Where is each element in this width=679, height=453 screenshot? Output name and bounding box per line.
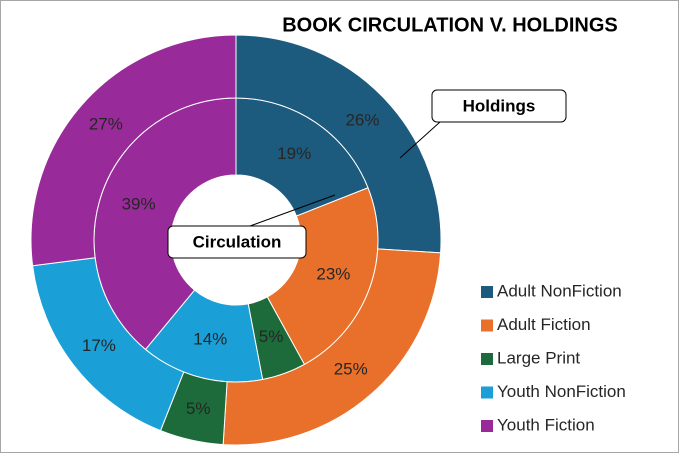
legend-swatch: [481, 286, 493, 298]
circulation-label: Circulation: [193, 232, 282, 251]
rings: [30, 34, 442, 446]
chart-title: BOOK CIRCULATION V. HOLDINGS: [282, 14, 618, 36]
segment: [30, 34, 237, 267]
legend-swatch: [481, 386, 493, 399]
value-label: 25%: [334, 360, 368, 379]
circulation-callout: [167, 225, 307, 259]
value-label: 19%: [277, 144, 311, 163]
value-label: 39%: [122, 194, 156, 213]
value-label: 5%: [259, 327, 284, 346]
value-label: 17%: [82, 336, 116, 355]
value-label: 26%: [345, 111, 379, 130]
holdings-callout: [431, 89, 567, 123]
legend-label: Large Print: [497, 348, 580, 367]
value-label: 14%: [193, 330, 227, 349]
legend-label: Adult Fiction: [497, 315, 591, 334]
holdings-leader: [399, 121, 441, 159]
legend-label: Youth NonFiction: [497, 382, 626, 401]
legend-label: Adult NonFiction: [497, 281, 622, 300]
legend-swatch: [481, 319, 493, 332]
value-label: 5%: [186, 399, 211, 418]
legend-swatch: [481, 353, 493, 365]
holdings-label: Holdings: [463, 96, 536, 115]
segment: [235, 34, 442, 254]
circulation-leader: [249, 194, 336, 227]
value-label: 27%: [89, 115, 123, 134]
legend-swatch: [481, 420, 493, 432]
legend-label: Youth Fiction: [497, 415, 595, 434]
value-label: 23%: [316, 265, 350, 284]
